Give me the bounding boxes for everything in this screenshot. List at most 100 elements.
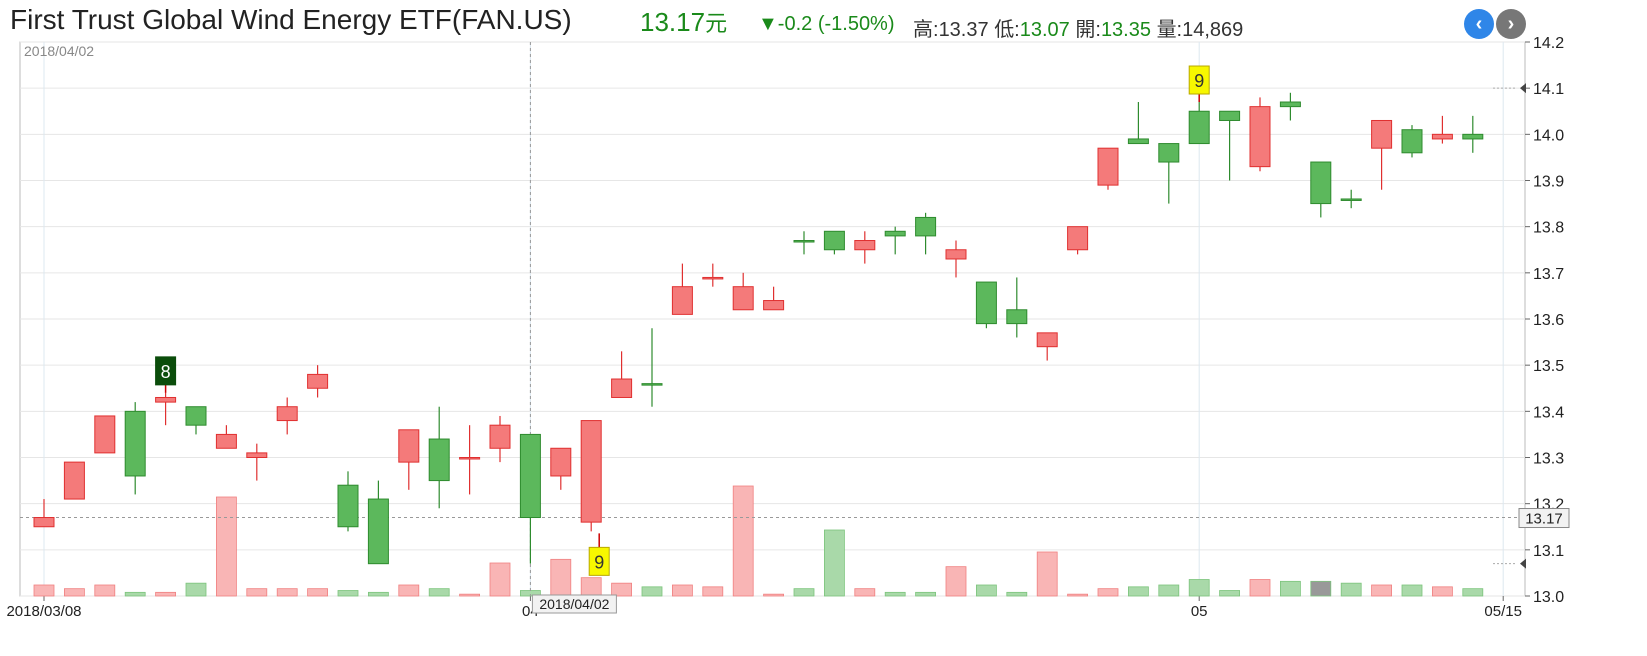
candle-body xyxy=(915,216,937,237)
candle-body xyxy=(63,461,85,500)
volume-bar xyxy=(611,582,632,597)
volume-bar xyxy=(1128,586,1149,597)
volume-bar xyxy=(337,590,359,597)
candle-body xyxy=(1249,106,1271,168)
volume-bar xyxy=(489,562,511,597)
y-tick-label: 14.0 xyxy=(1533,127,1564,144)
candle-body xyxy=(945,249,967,260)
candle-body xyxy=(1371,119,1393,149)
candle-body xyxy=(459,457,481,460)
volume-bar xyxy=(276,588,298,597)
candle-body xyxy=(1006,309,1028,325)
low-value: 13.07 xyxy=(1019,19,1070,41)
y-tick-label: 13.3 xyxy=(1533,451,1564,468)
candle-body xyxy=(428,438,450,482)
volume-bar xyxy=(94,584,116,597)
open-value: 13.35 xyxy=(1100,19,1151,41)
volume-bar xyxy=(1036,551,1058,597)
candle-body xyxy=(215,433,237,449)
chevron-left-icon: ‹ xyxy=(1475,12,1483,35)
candle-body xyxy=(641,383,663,386)
last-price: 13.17元 xyxy=(640,6,727,38)
candle-body xyxy=(763,300,785,311)
y-tick-label: 13.9 xyxy=(1533,174,1564,191)
candle-body xyxy=(1462,133,1484,140)
volume-bar xyxy=(1158,584,1180,597)
candle-body xyxy=(884,230,906,237)
candle-body xyxy=(1401,129,1423,154)
candle-body xyxy=(1310,161,1332,205)
volume-bar xyxy=(1097,588,1119,597)
candle-body xyxy=(1158,143,1180,163)
volume-bar xyxy=(124,591,146,597)
volume-bar xyxy=(428,588,450,597)
candle-body xyxy=(185,406,207,426)
last-price-box xyxy=(1518,508,1570,529)
candle-body xyxy=(702,276,724,280)
candle-body xyxy=(1036,332,1058,348)
volume-bar xyxy=(1280,580,1301,597)
volume-bar xyxy=(854,588,876,597)
volume-bar xyxy=(64,588,85,597)
marker-label: 9 xyxy=(594,552,604,572)
high-label: 高: xyxy=(913,19,939,41)
currency-unit: 元 xyxy=(705,11,728,36)
y-tick-label: 13.7 xyxy=(1533,266,1564,283)
axis-marker-arrow xyxy=(1520,83,1526,94)
volume-bar xyxy=(1432,586,1453,597)
candle-body xyxy=(854,240,876,251)
prev-button[interactable]: ‹ xyxy=(1464,9,1494,39)
volume-bar xyxy=(641,586,663,597)
volume-bar xyxy=(945,566,967,597)
volume-bar xyxy=(1249,579,1271,597)
volume-bar xyxy=(1401,584,1423,597)
volume-bar xyxy=(367,591,389,597)
y-tick-label: 13.0 xyxy=(1533,589,1564,606)
volume-bar xyxy=(884,591,906,597)
y-tick-label: 13.5 xyxy=(1533,358,1564,375)
volume-bar xyxy=(215,496,237,597)
candle-body xyxy=(489,424,511,449)
volume-bar xyxy=(246,588,268,597)
candle-body xyxy=(519,433,541,519)
low-label: 低: xyxy=(994,19,1020,41)
volume-bar xyxy=(915,591,936,597)
volume-bar xyxy=(824,529,845,597)
marker-badge xyxy=(155,356,177,386)
instrument-title: First Trust Global Wind Energy ETF(FAN.U… xyxy=(10,4,572,35)
candle-body xyxy=(671,286,693,315)
candle-body xyxy=(33,517,55,528)
volume-bar xyxy=(1067,593,1088,597)
volume-bar xyxy=(1310,580,1332,597)
candle-body xyxy=(550,447,572,477)
candle-body xyxy=(337,484,359,528)
candle-body xyxy=(975,281,997,325)
candle-body xyxy=(307,373,329,389)
marker-label: 9 xyxy=(1194,71,1204,91)
candle-body xyxy=(124,410,146,477)
volume-bar xyxy=(307,588,329,597)
open-label: 開: xyxy=(1075,19,1101,41)
volume-bar xyxy=(1371,584,1392,597)
y-tick-label: 13.8 xyxy=(1533,220,1564,237)
candle-body xyxy=(398,429,420,463)
volume-bar xyxy=(459,593,481,597)
volume-bar xyxy=(185,582,207,597)
marker-badge xyxy=(1188,65,1210,95)
candle-body xyxy=(1127,138,1149,145)
candle-body xyxy=(611,378,633,398)
volume-bar xyxy=(702,586,724,597)
candle-body xyxy=(823,230,845,251)
candle-body xyxy=(1431,133,1453,140)
candle-body xyxy=(1340,198,1362,201)
volume-label: 量: xyxy=(1156,19,1183,41)
y-tick-label: 13.4 xyxy=(1533,404,1564,421)
candle-body xyxy=(155,396,177,403)
next-button[interactable]: › xyxy=(1496,9,1526,39)
quote-header: First Trust Global Wind Energy ETF(FAN.U… xyxy=(0,0,1647,42)
quote-stats: 高:13.37 低:13.07 開:13.35 量:14,869 xyxy=(913,13,1243,42)
candle-body xyxy=(1279,101,1301,108)
marker-label: 8 xyxy=(161,362,171,382)
axis-marker-arrow xyxy=(1520,558,1526,569)
